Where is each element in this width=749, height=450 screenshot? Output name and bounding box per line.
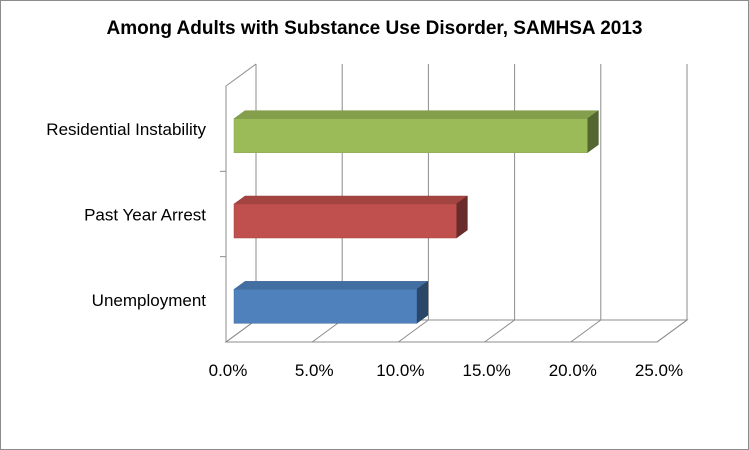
bar-top-face — [233, 195, 469, 205]
x-tick-labels: 0.0% 5.0% 10.0% 15.0% 20.0% 25.0% — [209, 361, 683, 380]
gridline-floor — [570, 319, 602, 343]
bars — [233, 110, 600, 324]
x-tick-label: 20.0% — [549, 361, 597, 380]
x-tick-label: 10.0% — [376, 361, 424, 380]
bar-residential-instability — [233, 110, 600, 154]
bar-top-face — [233, 110, 600, 119]
bar-top-face — [233, 281, 429, 290]
x-tick-label: 5.0% — [295, 361, 334, 380]
gridline-floor — [398, 319, 429, 343]
gridlines — [220, 64, 688, 343]
category-label: Unemployment — [92, 291, 207, 310]
chart-title: Among Adults with Substance Use Disorder… — [106, 18, 643, 39]
gridline-floor — [311, 319, 343, 343]
bar-front-face — [233, 203, 457, 239]
category-label: Past Year Arrest — [84, 205, 206, 224]
bar-past-year-arrest — [233, 195, 469, 239]
category-label: Residential Instability — [46, 120, 206, 139]
x-tick-label: 0.0% — [209, 361, 248, 380]
category-labels: Residential Instability Past Year Arrest U… — [46, 120, 206, 310]
gridline-floor — [656, 319, 688, 343]
gridline-floor — [484, 319, 515, 343]
gridline-floor — [225, 319, 257, 343]
bar-front-face — [233, 289, 417, 324]
x-tick-label: 25.0% — [635, 361, 683, 380]
bar-front-face — [233, 118, 588, 153]
left-wall-top-edge — [225, 63, 257, 87]
bar-unemployment — [233, 280, 429, 324]
x-tick-label: 15.0% — [462, 361, 510, 380]
